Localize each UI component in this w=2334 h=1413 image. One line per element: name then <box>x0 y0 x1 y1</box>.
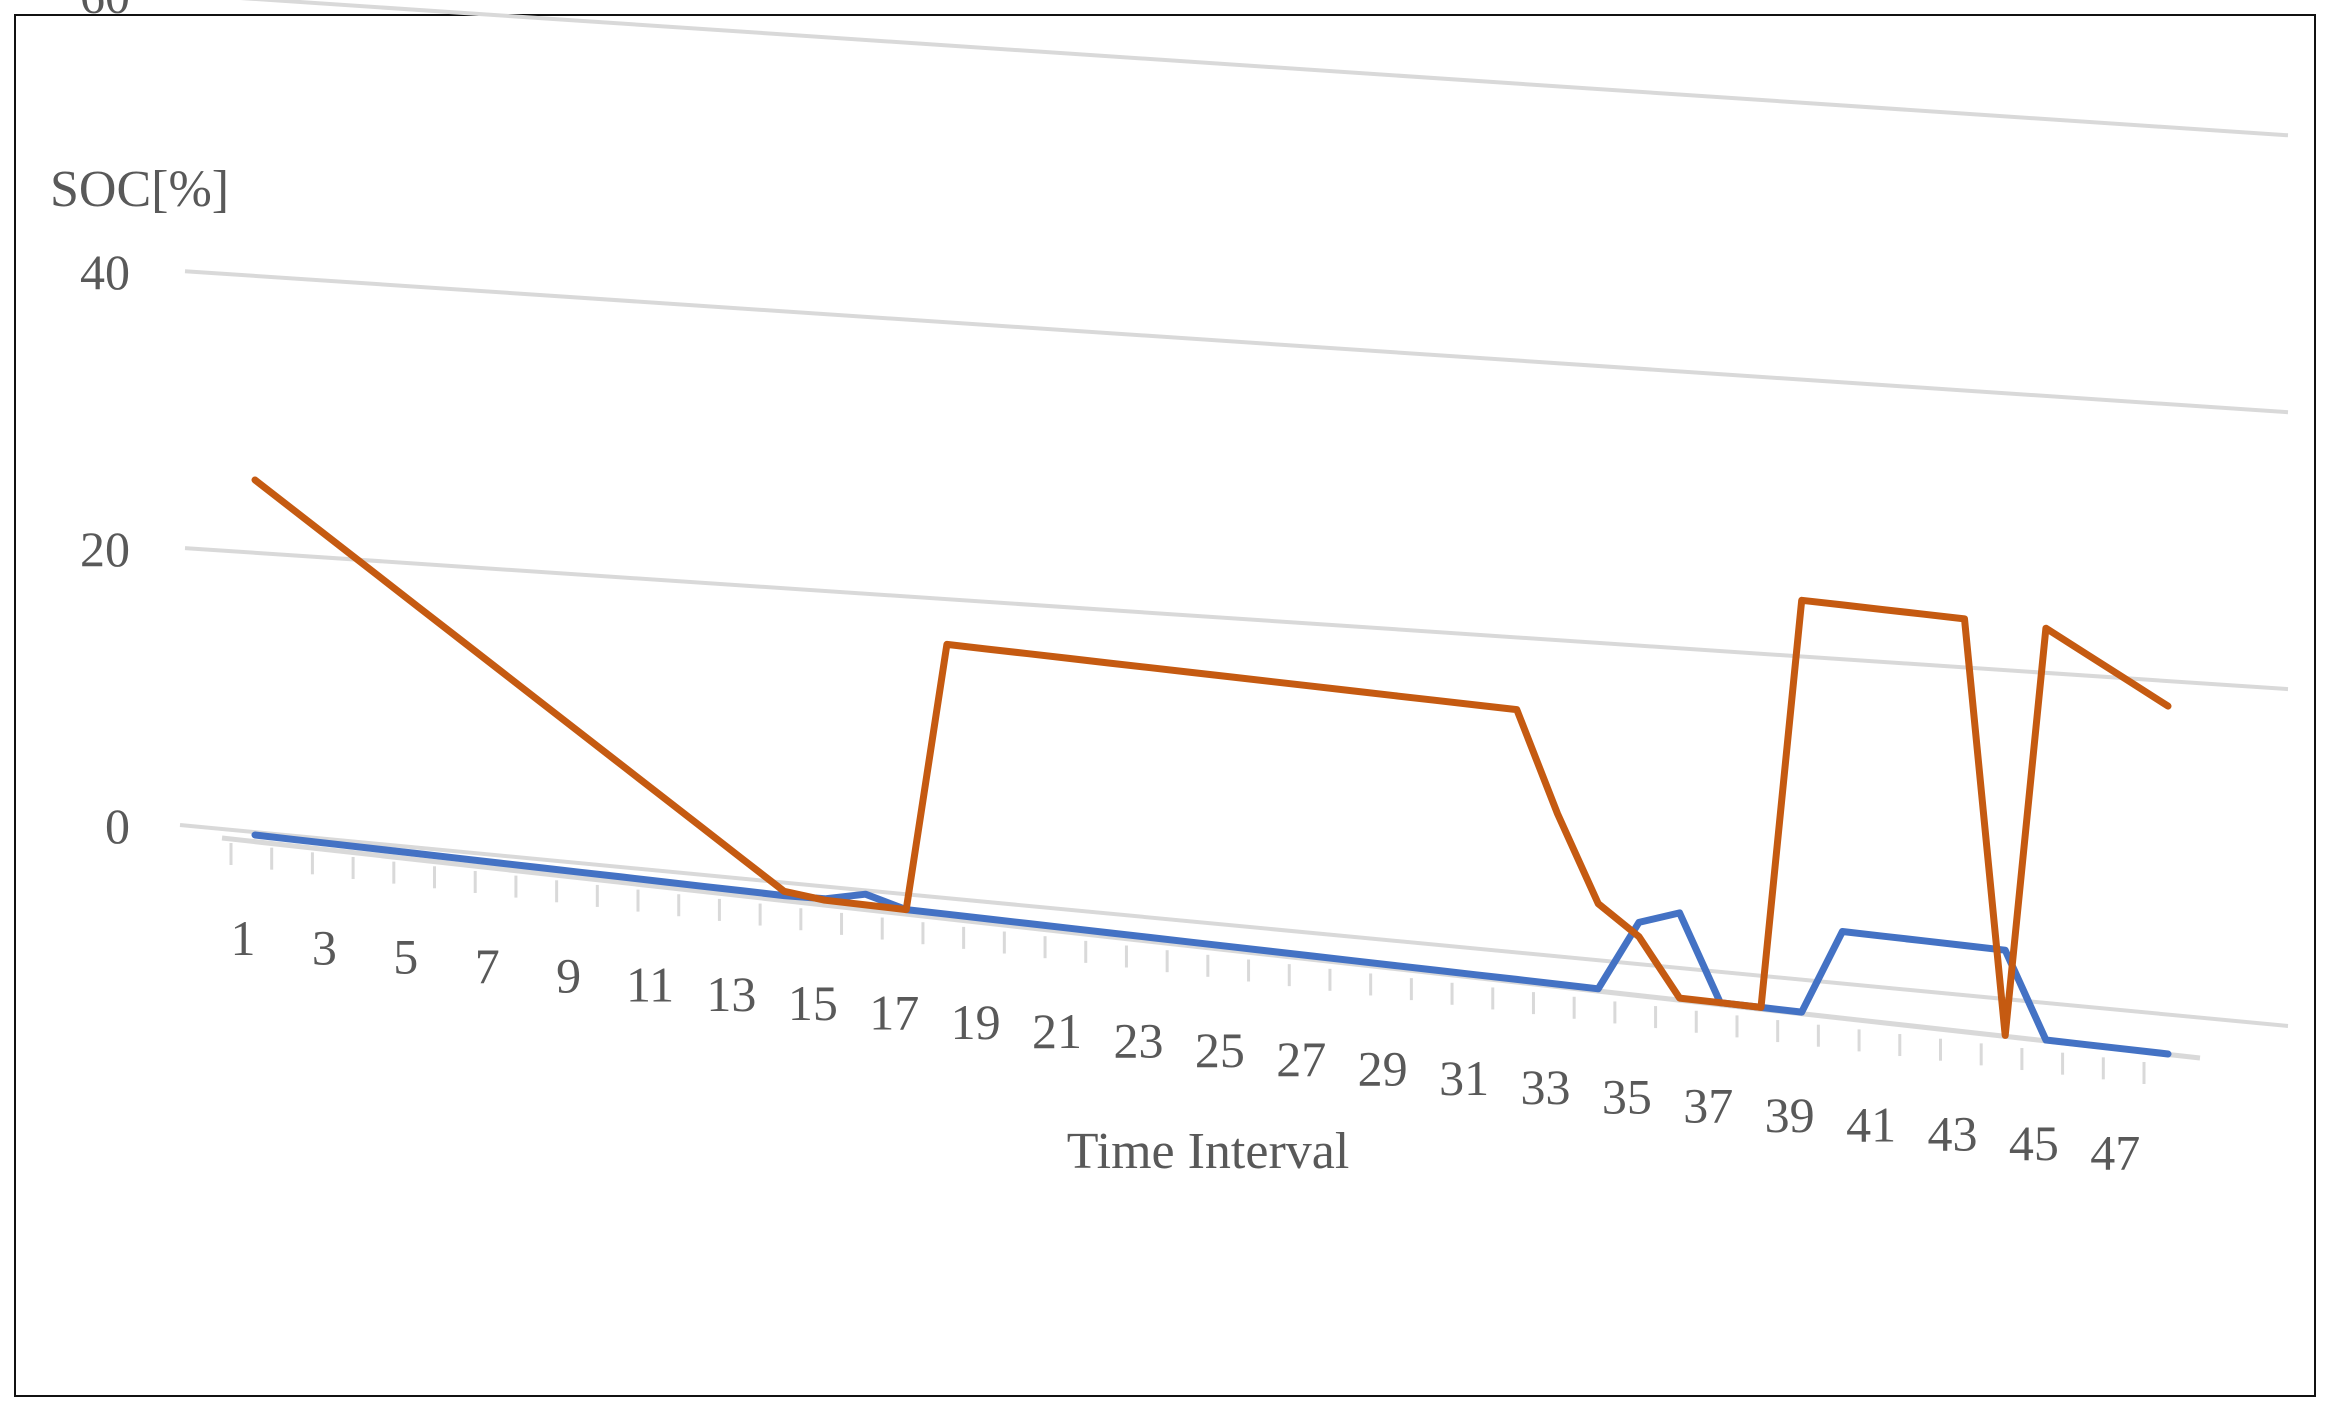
x-tick-23: 23 <box>1113 1013 1163 1069</box>
x-tick-3: 3 <box>312 919 337 975</box>
x-tick-47: 47 <box>2090 1124 2140 1180</box>
x-tick-31: 31 <box>1439 1050 1489 1106</box>
x-axis <box>221 835 2201 1084</box>
x-tick-11: 11 <box>626 957 674 1013</box>
y-tick-40: 40 <box>80 244 130 300</box>
y-tick-labels: 020406080 <box>80 0 130 854</box>
x-axis-line <box>221 835 2201 1061</box>
series-line-2 <box>251 476 2172 1039</box>
grid-lines <box>179 0 2289 1028</box>
x-tick-21: 21 <box>1032 1003 1082 1059</box>
grid-line-20 <box>184 546 2289 692</box>
grid-line-0 <box>179 823 2289 1028</box>
x-tick-1: 1 <box>231 910 256 966</box>
x-axis-label: Time Interval <box>1067 1123 1350 1180</box>
x-tick-19: 19 <box>951 994 1001 1050</box>
x-tick-25: 25 <box>1195 1022 1245 1078</box>
x-tick-labels: 1 3 5 7 9 11 13 15 17 19 21 23 25 27 29 31 33 35 37 39 41 43 4… <box>231 910 2141 1180</box>
x-tick-35: 35 <box>1602 1068 1652 1124</box>
grid-line-40 <box>184 269 2289 415</box>
series-line-1 <box>251 831 2172 1058</box>
y-tick-0: 0 <box>105 798 130 854</box>
x-tick-5: 5 <box>393 929 418 985</box>
x-tick-7: 7 <box>475 938 500 994</box>
y-axis-label: SOC[%] <box>50 161 229 218</box>
x-tick-17: 17 <box>869 985 919 1041</box>
x-tick-15: 15 <box>788 975 838 1031</box>
y-tick-20: 20 <box>80 521 130 577</box>
x-tick-37: 37 <box>1683 1078 1733 1134</box>
grid-line-60 <box>240 0 2289 138</box>
x-tick-41: 41 <box>1846 1096 1896 1152</box>
chart-frame <box>14 14 2316 1397</box>
x-tick-9: 9 <box>556 947 581 1003</box>
x-tick-13: 13 <box>706 966 756 1022</box>
x-tick-27: 27 <box>1276 1031 1326 1087</box>
x-tick-45: 45 <box>2009 1115 2059 1171</box>
x-tick-43: 43 <box>1927 1106 1977 1162</box>
x-tick-29: 29 <box>1358 1040 1408 1096</box>
y-tick-60: 60 <box>80 0 130 23</box>
x-tick-39: 39 <box>1765 1087 1815 1143</box>
x-tick-33: 33 <box>1520 1059 1570 1115</box>
series-lines <box>251 476 2172 1058</box>
